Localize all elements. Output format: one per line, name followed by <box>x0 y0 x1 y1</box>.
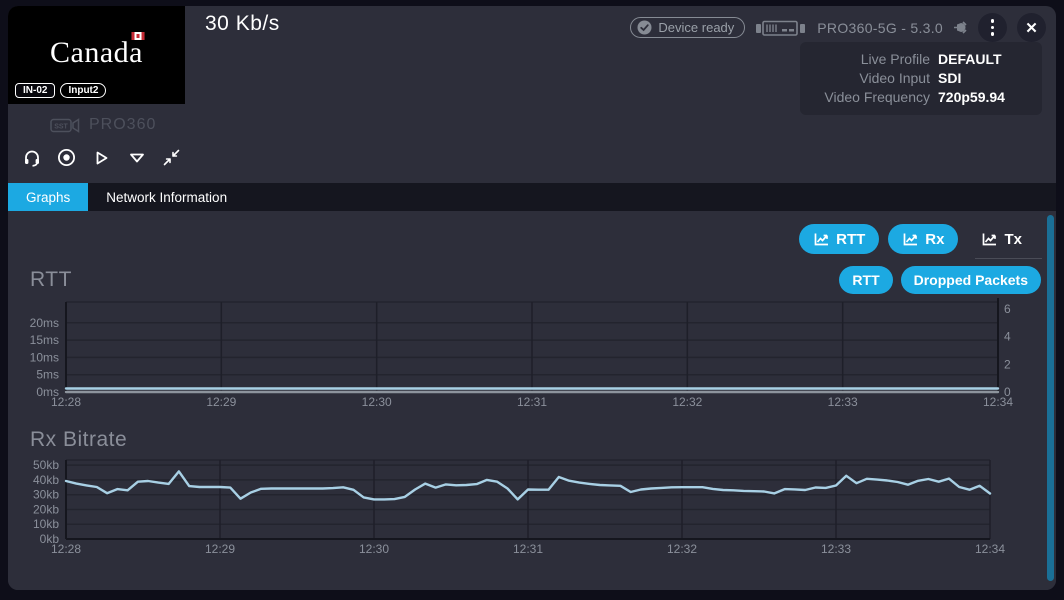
video-content-text: Canada <box>50 32 145 70</box>
headset-icon <box>24 150 39 167</box>
svg-text:12:28: 12:28 <box>51 395 81 409</box>
rtt-section-title: RTT <box>30 268 72 291</box>
dropped-packets-series-button[interactable]: Dropped Packets <box>900 266 1041 294</box>
rtt-section-header: RTT RTT Dropped Packets <box>30 266 1041 294</box>
collapse-icon <box>163 149 180 166</box>
svg-text:10kb: 10kb <box>33 517 59 531</box>
svg-text:50kb: 50kb <box>33 458 59 472</box>
unit-row: SST PRO360 <box>50 116 156 134</box>
svg-text:40kb: 40kb <box>33 473 59 487</box>
live-profile-row: Live Profile DEFAULT <box>860 51 1002 67</box>
record-icon <box>58 149 75 166</box>
device-ready-badge: Device ready <box>630 17 746 38</box>
power-plug-icon <box>954 21 967 34</box>
kebab-menu-icon <box>990 19 995 36</box>
tab-graphs[interactable]: Graphs <box>8 183 89 211</box>
bitrate-title: 30 Kb/s <box>205 12 280 35</box>
record-button[interactable] <box>57 148 76 167</box>
graph-toggle-row: RTT Rx Tx <box>8 211 1056 254</box>
video-input-row: Video Input SDI <box>859 70 962 86</box>
svg-text:12:33: 12:33 <box>828 395 858 409</box>
svg-text:30kb: 30kb <box>33 488 59 502</box>
svg-text:20kb: 20kb <box>33 502 59 516</box>
audio-headset-button[interactable] <box>22 148 41 167</box>
close-icon: ✕ <box>1025 19 1038 37</box>
rx-section-title: Rx Bitrate <box>30 428 128 451</box>
svg-text:SST: SST <box>54 123 68 130</box>
svg-text:12:34: 12:34 <box>975 542 1005 556</box>
svg-text:4: 4 <box>1004 330 1011 344</box>
svg-text:12:28: 12:28 <box>51 542 81 556</box>
toggle-rx-button[interactable]: Rx <box>888 224 959 254</box>
device-name: PRO360-5G - 5.3.0 <box>817 19 943 36</box>
svg-text:12:34: 12:34 <box>983 395 1013 409</box>
svg-text:12:29: 12:29 <box>205 542 235 556</box>
collapse-button[interactable] <box>162 148 181 167</box>
svg-text:12:30: 12:30 <box>359 542 389 556</box>
toggle-rtt-button[interactable]: RTT <box>799 224 880 254</box>
svg-text:2: 2 <box>1004 357 1011 371</box>
play-icon <box>96 151 107 164</box>
svg-text:12:31: 12:31 <box>517 395 547 409</box>
tab-network-information[interactable]: Network Information <box>106 189 228 205</box>
svg-text:0kb: 0kb <box>40 532 60 546</box>
svg-text:5ms: 5ms <box>36 368 59 382</box>
check-circle-icon <box>637 20 652 35</box>
divider <box>975 258 1042 259</box>
input-badge: Input2 <box>60 83 107 98</box>
tab-bar: Graphs Network Information <box>8 183 1056 211</box>
dropdown-button[interactable] <box>127 148 146 167</box>
svg-text:12:29: 12:29 <box>206 395 236 409</box>
svg-text:12:30: 12:30 <box>362 395 392 409</box>
close-button[interactable]: ✕ <box>1017 13 1046 42</box>
rtt-chart: 0ms 5ms 10ms 15ms 20ms 12:28 12:29 12:30 12:31 12… <box>30 298 1013 409</box>
line-chart-icon <box>814 233 829 245</box>
svg-text:12:31: 12:31 <box>513 542 543 556</box>
sst-camera-icon: SST <box>50 117 80 133</box>
bonded-device-icon <box>756 20 806 36</box>
rx-section-header: Rx Bitrate <box>30 428 1041 452</box>
svg-text:12:32: 12:32 <box>672 395 702 409</box>
status-row: Device ready PRO360-5G - 5.3.0 <box>630 13 1046 42</box>
video-info-panel: Live Profile DEFAULT Video Input SDI Vid… <box>800 42 1042 115</box>
controls-row <box>22 148 181 167</box>
play-button[interactable] <box>92 148 111 167</box>
graphs-panel: RTT Rx Tx RTT RTT Droppe <box>8 211 1056 590</box>
toggle-tx-button[interactable]: Tx <box>967 224 1036 254</box>
menu-button[interactable] <box>978 13 1007 42</box>
device-window: Canada IN-02 Input2 30 Kb/s Device ready <box>8 6 1056 590</box>
video-thumbnail[interactable]: Canada IN-02 Input2 <box>8 6 185 104</box>
unit-name: PRO360 <box>89 116 157 133</box>
svg-text:12:32: 12:32 <box>667 542 697 556</box>
video-frequency-row: Video Frequency 720p59.94 <box>824 89 1005 105</box>
scrollbar-thumb[interactable] <box>1047 215 1054 581</box>
canada-flag-icon <box>131 32 145 40</box>
svg-text:6: 6 <box>1004 302 1011 316</box>
line-chart-icon <box>983 233 997 245</box>
svg-text:15ms: 15ms <box>30 333 59 347</box>
header: Canada IN-02 Input2 30 Kb/s Device ready <box>8 6 1056 183</box>
svg-text:0ms: 0ms <box>36 385 59 399</box>
rtt-series-button[interactable]: RTT <box>839 266 893 294</box>
line-chart-icon <box>903 233 918 245</box>
svg-text:20ms: 20ms <box>30 316 59 330</box>
svg-text:0: 0 <box>1004 385 1011 399</box>
channel-badge: IN-02 <box>15 83 56 98</box>
svg-text:10ms: 10ms <box>30 350 59 364</box>
svg-text:12:33: 12:33 <box>821 542 851 556</box>
chevron-down-icon <box>129 153 144 162</box>
